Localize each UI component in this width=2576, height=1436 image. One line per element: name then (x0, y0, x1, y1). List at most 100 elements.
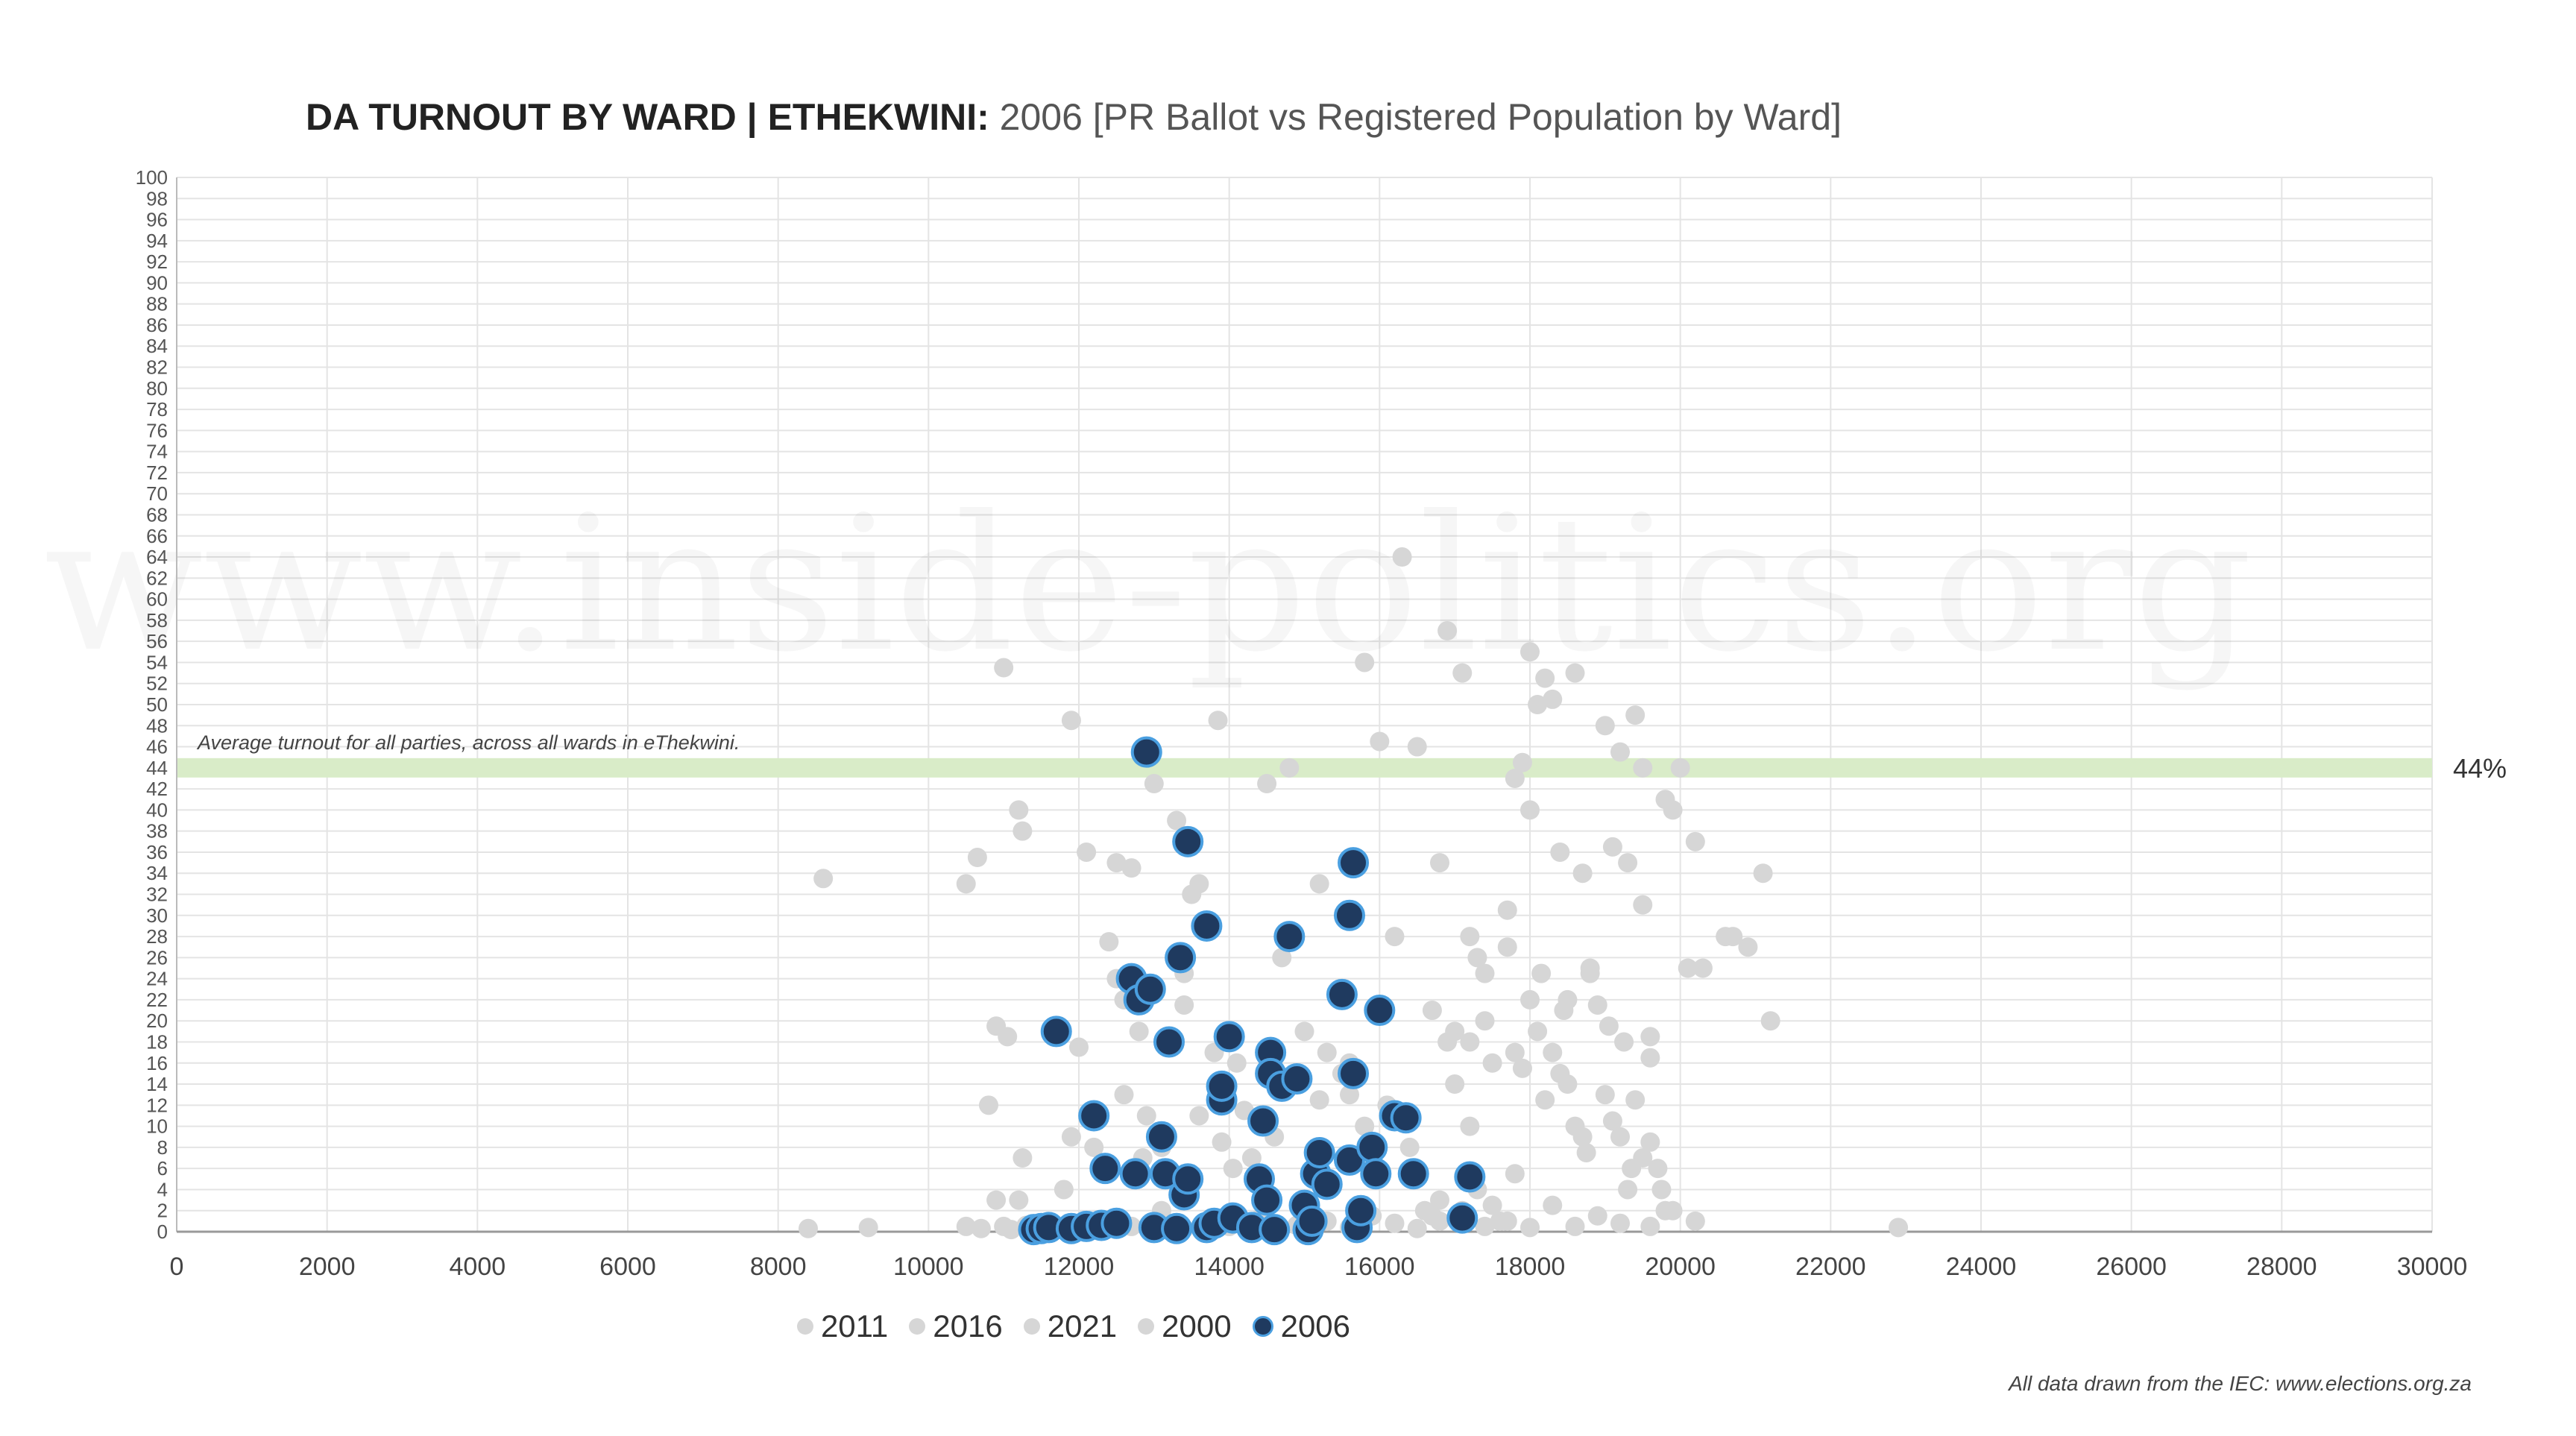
point-2000 (1572, 1127, 1593, 1147)
point-2011 (1009, 1190, 1029, 1210)
legend: 2011 2016 2021 2000 2006 (0, 1309, 2147, 1344)
y-tick-label: 48 (146, 714, 168, 737)
point-2006 (1334, 899, 1365, 931)
point-2011 (1482, 1053, 1502, 1073)
point-2011 (1279, 758, 1300, 778)
legend-item-2021: 2021 (1023, 1309, 1117, 1344)
y-tick-label: 28 (146, 925, 168, 948)
point-2011 (1317, 1042, 1337, 1062)
x-tick-label: 2000 (299, 1253, 356, 1281)
point-2016 (956, 874, 976, 894)
average-turnout-band (177, 758, 2432, 778)
x-tick-label: 4000 (450, 1253, 506, 1281)
point-2000 (1520, 989, 1540, 1010)
chart-title-sub: 2006 [PR Ballot vs Registered Population… (999, 96, 1842, 138)
point-2011 (1452, 663, 1473, 683)
y-tick-label: 46 (146, 736, 168, 758)
y-tick-label: 2 (157, 1200, 168, 1222)
y-tick-label: 0 (157, 1221, 168, 1243)
legend-item-2016: 2016 (909, 1309, 1003, 1344)
point-2016 (1640, 1027, 1660, 1047)
point-2021 (1407, 1218, 1427, 1238)
point-2011 (986, 1190, 1007, 1210)
point-2011 (1497, 900, 1517, 920)
point-2016 (1520, 642, 1540, 662)
point-2011 (1422, 1001, 1442, 1021)
point-2011 (1505, 768, 1525, 788)
legend-swatch (1138, 1317, 1155, 1335)
point-2016 (1625, 705, 1646, 725)
point-2021 (1497, 1211, 1517, 1231)
y-tick-label: 52 (146, 673, 168, 695)
point-2016 (1460, 1032, 1480, 1052)
y-tick-label: 58 (146, 609, 168, 632)
point-2006 (1161, 1212, 1193, 1244)
legend-swatch (796, 1317, 813, 1335)
point-2000 (1543, 1042, 1563, 1062)
legend-swatch (1023, 1317, 1040, 1335)
point-2006 (1040, 1015, 1072, 1048)
point-2016 (1460, 1116, 1480, 1136)
point-2021 (1520, 1218, 1540, 1238)
y-tick-label: 92 (146, 251, 168, 273)
point-2006 (1360, 1158, 1392, 1190)
point-2011 (1272, 948, 1292, 968)
point-2006 (1153, 1026, 1185, 1058)
point-2006 (1100, 1207, 1133, 1239)
y-tick-label: 50 (146, 693, 168, 716)
point-2016 (1114, 1085, 1134, 1105)
y-tick-label: 54 (146, 651, 168, 673)
point-2011 (1340, 1085, 1359, 1105)
y-tick-label: 84 (146, 335, 168, 357)
point-2016 (1430, 1190, 1449, 1210)
background-points (799, 547, 1909, 1240)
point-2000 (1614, 1032, 1634, 1052)
point-2000 (1625, 1090, 1646, 1110)
point-2016 (1445, 1074, 1465, 1095)
point-2016 (1685, 831, 1705, 851)
point-2006 (1165, 942, 1197, 974)
y-tick-label: 96 (146, 209, 168, 231)
x-tick-label: 8000 (750, 1253, 807, 1281)
point-2016 (1482, 1195, 1502, 1215)
y-tick-label: 14 (146, 1073, 168, 1095)
point-2011 (1174, 995, 1194, 1015)
point-2011 (1106, 853, 1127, 873)
legend-item-2000: 2000 (1138, 1309, 1232, 1344)
point-2011 (956, 1216, 976, 1236)
y-tick-label: 68 (146, 503, 168, 526)
point-2021 (1543, 1195, 1563, 1215)
point-2011 (1167, 810, 1187, 831)
point-2016 (1550, 842, 1570, 862)
highlight-points (1018, 736, 1486, 1246)
point-2000 (1535, 1090, 1555, 1110)
point-2000 (1587, 995, 1607, 1015)
point-2011 (1208, 711, 1228, 731)
point-2011 (1129, 1021, 1149, 1042)
point-2016 (1663, 800, 1683, 820)
point-2006 (1089, 1153, 1121, 1185)
x-tick-label: 0 (170, 1253, 184, 1281)
point-2016 (1602, 837, 1622, 857)
legend-label: 2006 (1280, 1309, 1351, 1344)
legend-item-2011: 2011 (796, 1309, 888, 1344)
point-2000 (1599, 1016, 1619, 1036)
y-tick-label: 44 (146, 757, 168, 779)
watermark: www.inside-politics.org (44, 476, 2252, 693)
point-2016 (1505, 1164, 1525, 1184)
point-2000 (1633, 1148, 1653, 1168)
y-tick-label: 24 (146, 968, 168, 990)
y-tick-label: 80 (146, 377, 168, 400)
point-2006 (1446, 1202, 1478, 1234)
y-tick-label: 16 (146, 1052, 168, 1074)
point-2006 (1303, 1136, 1335, 1168)
point-2011 (1309, 874, 1329, 894)
point-2011 (1212, 1132, 1232, 1152)
legend-label: 2000 (1162, 1309, 1232, 1344)
point-2011 (998, 1027, 1018, 1047)
point-2000 (1528, 1021, 1548, 1042)
point-2011 (1407, 737, 1427, 757)
point-2016 (1723, 927, 1743, 947)
point-2016 (967, 848, 987, 868)
point-2011 (1144, 774, 1164, 794)
